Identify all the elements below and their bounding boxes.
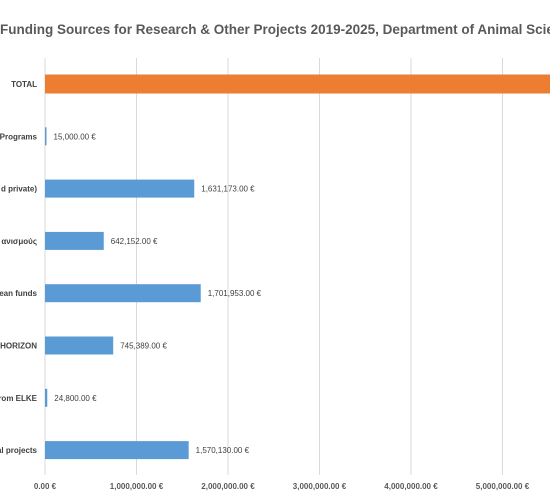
data-label: 745,389.00 € [120, 342, 167, 351]
category-label: al projects [0, 446, 38, 455]
data-label: 15,000.00 € [54, 132, 97, 141]
chart-title: Funding Sources for Research & Other Pro… [0, 22, 550, 37]
category-label: d private) [1, 185, 37, 194]
x-tick-label: 0.00 € [34, 482, 57, 491]
bar [45, 284, 201, 303]
bar [45, 231, 104, 250]
data-label: 24,800.00 € [54, 394, 97, 403]
category-label: Programs [0, 132, 38, 141]
data-label: 1,570,130.00 € [196, 446, 250, 455]
data-label: 642,152.00 € [111, 237, 158, 246]
x-tick-label: 4,000,000.00 € [384, 482, 438, 491]
category-label: ean funds [0, 289, 38, 298]
bar [45, 441, 189, 460]
bar [45, 388, 48, 407]
data-label: 1,631,173.00 € [201, 185, 255, 194]
category-label: ανισμούς [1, 237, 37, 246]
bar [45, 179, 195, 198]
x-tick-label: 1,000,000.00 € [110, 482, 164, 491]
data-label: 1,701,953.00 € [208, 289, 262, 298]
category-label: HORIZON [0, 342, 37, 351]
bar [45, 336, 114, 355]
bar [45, 127, 47, 146]
x-tick-label: 3,000,000.00 € [293, 482, 347, 491]
x-tick-label: 2,000,000.00 € [201, 482, 255, 491]
category-label: TOTAL [11, 80, 37, 89]
bar [45, 74, 550, 94]
category-label: from ELKE [0, 394, 38, 403]
x-tick-label: 5,000,000.00 € [476, 482, 530, 491]
